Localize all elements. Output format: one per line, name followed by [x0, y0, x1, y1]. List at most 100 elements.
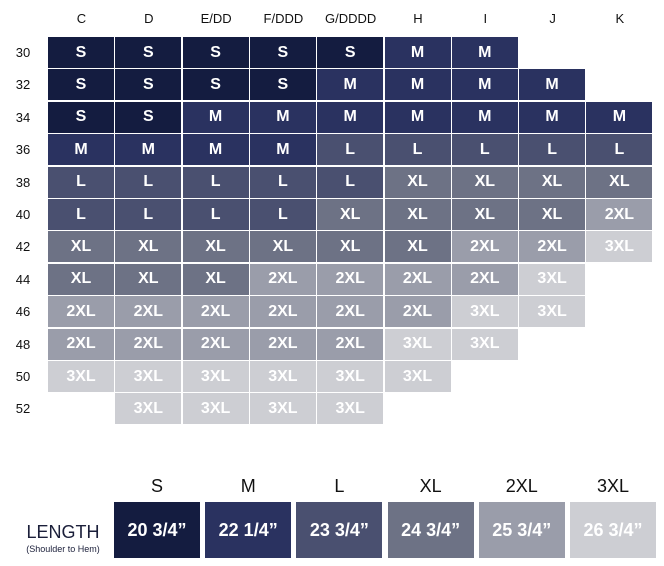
size-cell: XL: [586, 166, 653, 198]
column-header: D: [144, 11, 154, 26]
size-cell: S: [182, 69, 249, 101]
size-cell: 3XL: [519, 296, 586, 328]
size-cell: XL: [182, 263, 249, 295]
size-cell: M: [586, 101, 653, 133]
legend-size-label: XL: [419, 476, 442, 496]
size-cell: S: [48, 37, 114, 68]
legend-length-box: 20 3/4”: [114, 502, 200, 558]
size-cell: XL: [249, 231, 316, 263]
size-cell: XL: [519, 166, 586, 198]
size-cell: L: [249, 166, 316, 198]
legend-length-box: 26 3/4”: [570, 502, 656, 558]
size-cell: M: [451, 69, 518, 101]
row-header: 32: [15, 77, 31, 93]
size-cell: S: [115, 69, 182, 101]
size-cell: 3XL: [317, 393, 384, 425]
size-cell: XL: [317, 231, 384, 263]
row-header: 48: [15, 336, 31, 352]
size-cell: XL: [384, 166, 451, 198]
column-header: F/DDD: [263, 11, 304, 26]
size-cell: L: [48, 199, 114, 230]
size-cell: 2XL: [451, 263, 518, 295]
legend-size-label: L: [334, 476, 345, 496]
size-cell: 2XL: [249, 296, 316, 328]
size-cell: XL: [519, 199, 586, 230]
size-cell: 2XL: [317, 328, 384, 360]
size-cell: XL: [115, 263, 182, 295]
size-cell: M: [384, 101, 451, 133]
size-cell: 2XL: [182, 296, 249, 328]
size-cell: 2XL: [317, 263, 384, 295]
column-header: I: [483, 11, 488, 26]
size-cell: L: [586, 134, 653, 166]
size-cell: 2XL: [115, 328, 182, 360]
row-header: 52: [15, 401, 31, 417]
size-cell: M: [115, 134, 182, 166]
size-cell: M: [249, 101, 316, 133]
column-header: K: [615, 11, 625, 26]
size-cell: L: [317, 134, 384, 166]
size-cell: M: [48, 134, 114, 166]
size-cell: L: [182, 199, 249, 230]
size-cell: 3XL: [451, 328, 518, 360]
size-cell: 3XL: [384, 328, 451, 360]
column-header: G/DDDD: [325, 11, 377, 26]
size-cell: 2XL: [182, 328, 249, 360]
row-header: 36: [15, 142, 31, 158]
row-header: 46: [15, 304, 31, 320]
size-cell: 2XL: [586, 199, 653, 230]
size-cell: XL: [48, 231, 114, 263]
size-cell: 3XL: [519, 263, 586, 295]
size-cell: M: [317, 101, 384, 133]
size-cell: M: [451, 37, 518, 68]
size-cell: L: [115, 166, 182, 198]
size-cell: S: [249, 37, 316, 68]
legend-size-label: S: [150, 476, 163, 496]
size-cell: 2XL: [317, 296, 384, 328]
legend-length-box: 23 3/4”: [296, 502, 383, 558]
size-cell: 2XL: [519, 231, 586, 263]
size-cell: S: [48, 101, 114, 133]
size-cell: 3XL: [317, 361, 384, 392]
size-cell: XL: [384, 231, 451, 263]
size-cell: 3XL: [586, 231, 653, 263]
size-cell: L: [317, 166, 384, 198]
size-cell: L: [48, 166, 114, 198]
size-cell: 2XL: [48, 328, 114, 360]
size-cell: 3XL: [48, 361, 114, 392]
size-cell: S: [317, 37, 384, 68]
row-header: 40: [15, 207, 31, 222]
size-cell: L: [249, 199, 316, 230]
row-header: 42: [15, 239, 31, 255]
size-cell: S: [115, 37, 182, 68]
size-cell: S: [48, 69, 114, 101]
size-cell: 3XL: [384, 361, 451, 392]
row-header: 34: [15, 109, 31, 125]
size-cell: 2XL: [384, 263, 451, 295]
size-cell: XL: [115, 231, 182, 263]
size-cell: M: [384, 69, 451, 101]
column-header: H: [413, 11, 423, 26]
size-cell: 3XL: [249, 393, 316, 425]
size-cell: M: [451, 101, 518, 133]
size-cell: M: [519, 101, 586, 133]
size-cell: XL: [182, 231, 249, 263]
legend-length-box: 22 1/4”: [205, 502, 292, 558]
size-cell: 3XL: [182, 361, 249, 392]
size-cell: XL: [48, 263, 114, 295]
legend-size-label: 2XL: [505, 476, 538, 496]
size-cell: 2XL: [451, 231, 518, 263]
legend-size-label: M: [240, 476, 256, 496]
size-cell: M: [317, 69, 384, 101]
size-cell: XL: [451, 166, 518, 198]
size-cell: 2XL: [249, 263, 316, 295]
size-chart-grid: C D E/DD F/DDD G/DDDD H I J K 30 32 34 36 38 40 42 44 46 4…: [15, 11, 653, 425]
size-cell: M: [182, 101, 249, 133]
size-cell: S: [249, 69, 316, 101]
legend-length-box: 25 3/4”: [478, 502, 565, 558]
row-header: 30: [15, 45, 31, 60]
size-cell: L: [115, 199, 182, 230]
size-cell: L: [451, 134, 518, 166]
size-cell: M: [384, 37, 451, 68]
size-cell: XL: [451, 199, 518, 230]
